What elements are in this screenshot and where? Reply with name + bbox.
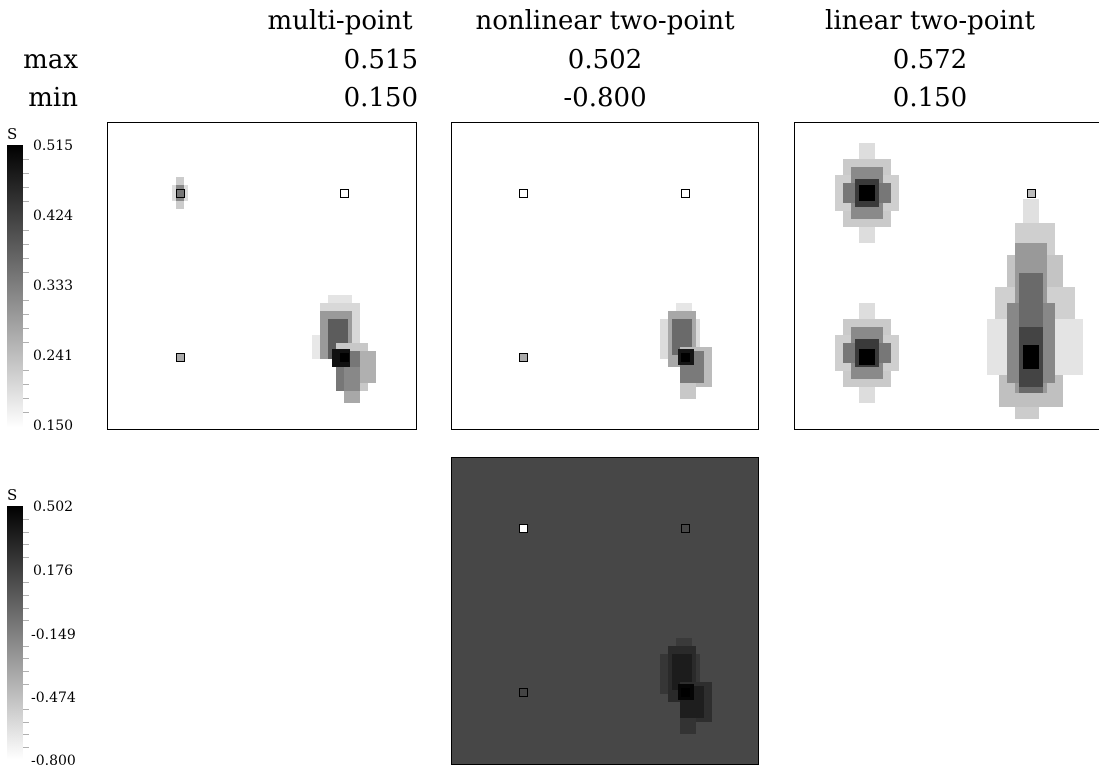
max-value-nonlinear-two-point: 0.502 xyxy=(567,45,643,75)
column-header-multi-point: multi-point xyxy=(267,6,413,36)
colorbar-tick-label: 0.176 xyxy=(33,563,74,579)
colorbar-tick-label: 0.502 xyxy=(33,499,74,515)
min-value-linear-two-point: 0.150 xyxy=(892,83,968,113)
saturation-field xyxy=(519,189,712,399)
max-value-linear-two-point: 0.572 xyxy=(892,45,968,75)
plot-linear-two-point xyxy=(794,122,1099,430)
colorbar-tick-label: 0.424 xyxy=(33,208,74,224)
colorbar-gradient xyxy=(7,506,23,760)
plot-multi-point xyxy=(107,122,417,430)
colorbar-tick-label: -0.474 xyxy=(31,690,76,706)
row-label-max: max xyxy=(23,45,78,75)
colorbar-tick-label: -0.800 xyxy=(31,753,76,769)
colorbar-minor-ticks xyxy=(23,159,29,413)
saturation-field xyxy=(172,177,376,403)
saturation-field xyxy=(835,143,1083,419)
colorbar-tick-label: 0.150 xyxy=(33,418,74,434)
colorbar-tick-label: 0.515 xyxy=(33,138,74,154)
min-value-multi-point: 0.150 xyxy=(343,83,418,113)
colorbar-variable-label: S xyxy=(7,486,18,504)
max-value-multi-point: 0.515 xyxy=(343,45,418,75)
colorbar-tick-label: -0.149 xyxy=(31,627,76,643)
plot-nonlinear-two-point xyxy=(451,122,759,430)
row-label-min: min xyxy=(28,83,78,113)
colorbar-gradient xyxy=(7,145,23,428)
min-value-nonlinear-two-point: -0.800 xyxy=(563,83,647,113)
colorbar-minor-ticks xyxy=(23,519,29,748)
plot-nonlinear-two-point-full-range xyxy=(451,457,759,765)
colorbar-tick-label: 0.333 xyxy=(33,278,74,294)
colorbar-tick-label: 0.241 xyxy=(33,348,74,364)
column-header-linear-two-point: linear two-point xyxy=(825,6,1035,36)
column-header-nonlinear-two-point: nonlinear two-point xyxy=(475,6,735,36)
colorbar-variable-label: S xyxy=(7,125,18,143)
saturation-field xyxy=(519,524,712,734)
